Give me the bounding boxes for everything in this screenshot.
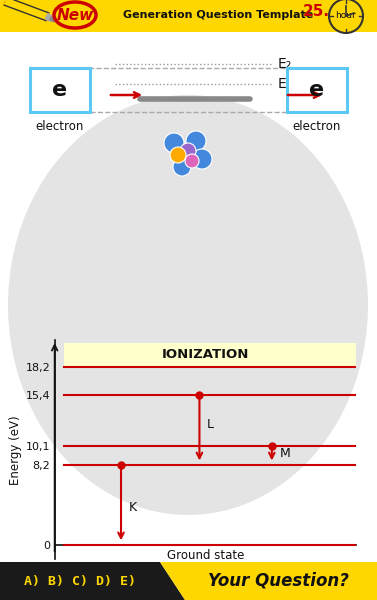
Text: 25.: 25. xyxy=(302,4,329,19)
Ellipse shape xyxy=(54,2,96,28)
Text: New: New xyxy=(57,7,93,22)
Text: L: L xyxy=(207,418,214,431)
Text: hour: hour xyxy=(336,10,356,19)
Circle shape xyxy=(173,158,191,176)
Circle shape xyxy=(164,133,184,153)
X-axis label: Ground state: Ground state xyxy=(167,549,244,562)
Bar xyxy=(64,343,359,367)
Text: K: K xyxy=(129,500,137,514)
Text: E₁: E₁ xyxy=(278,77,293,91)
Text: electron: electron xyxy=(293,120,341,133)
Circle shape xyxy=(180,143,196,159)
Text: Generation Question Template: Generation Question Template xyxy=(123,10,313,20)
Text: Your Question?: Your Question? xyxy=(208,572,348,590)
FancyBboxPatch shape xyxy=(287,68,347,112)
Text: M: M xyxy=(279,447,290,460)
Circle shape xyxy=(329,0,363,33)
Y-axis label: Energy (eV): Energy (eV) xyxy=(9,415,21,485)
Polygon shape xyxy=(0,562,185,600)
Circle shape xyxy=(186,131,206,151)
Circle shape xyxy=(185,154,199,168)
Text: e: e xyxy=(52,80,67,100)
Circle shape xyxy=(170,147,186,163)
Ellipse shape xyxy=(8,95,368,515)
Text: A) B) C) D) E): A) B) C) D) E) xyxy=(24,575,136,587)
FancyBboxPatch shape xyxy=(30,68,90,112)
Text: E₂: E₂ xyxy=(278,57,292,71)
Text: IONIZATION: IONIZATION xyxy=(162,348,249,361)
Polygon shape xyxy=(0,0,377,32)
Text: electron: electron xyxy=(36,120,84,133)
Circle shape xyxy=(192,149,212,169)
Text: e: e xyxy=(310,80,325,100)
Polygon shape xyxy=(160,562,377,600)
